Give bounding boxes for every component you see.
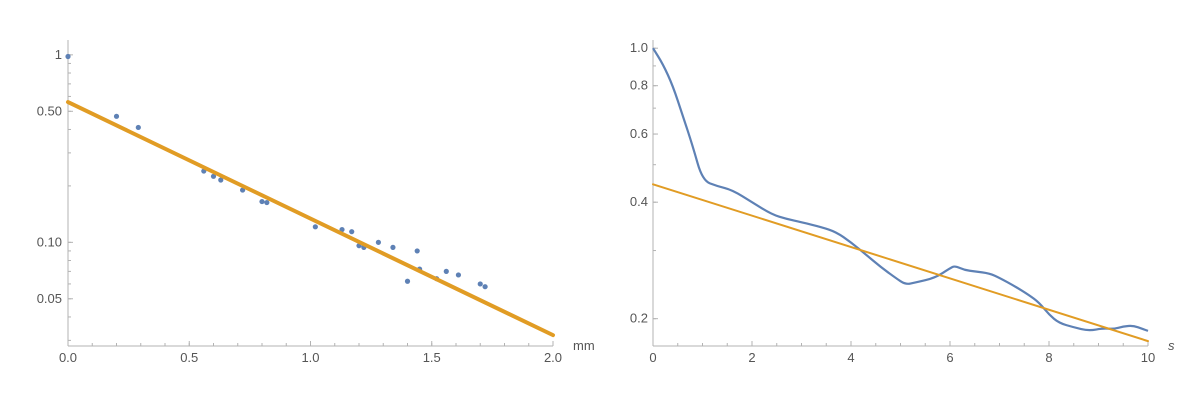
y-tick-label: 0.8 [630,78,648,93]
x-tick-label: 0 [649,350,656,365]
fit-line [652,183,1149,343]
y-tick-label: 0.2 [630,311,648,326]
data-point [404,278,411,284]
data-point [375,239,381,245]
fit-line [66,100,555,338]
x-tick-label: 8 [1045,350,1052,365]
x-tick-label: 0.0 [59,350,77,365]
x-tick-label: 1.5 [423,350,441,365]
data-point [349,229,355,235]
x-tick-label: 10 [1141,350,1155,365]
data-point [218,177,224,183]
y-tick-label: 0.50 [37,103,62,118]
x-tick-label: 2.0 [544,350,562,365]
x-tick-label: 4 [847,350,854,365]
data-point [482,284,488,290]
data-point [455,272,462,278]
data-point [259,198,265,205]
x-axis-label: mm [573,338,595,353]
data-point [339,226,345,233]
x-tick-label: 6 [946,350,953,365]
y-tick-label: 0.05 [37,291,62,306]
x-axis-label: s [1168,338,1175,353]
y-tick-label: 0.10 [37,234,62,249]
data-point [113,113,120,119]
data-point [312,224,318,230]
x-tick-label: 0.5 [180,350,198,365]
data-point [390,244,396,250]
y-tick-label: 1 [55,47,62,62]
data-point [264,199,270,206]
x-tick-label: 2 [748,350,755,365]
data-point [135,124,141,131]
data-point [210,173,217,179]
y-tick-label: 0.6 [630,126,648,141]
data-point [65,53,71,60]
data-point [414,248,420,254]
x-tick-label: 1.0 [301,350,319,365]
y-tick-label: 1.0 [630,40,648,55]
data-point [443,268,449,274]
data-point [477,281,483,287]
data-curve [652,47,1150,332]
y-tick-label: 0.4 [630,194,648,209]
